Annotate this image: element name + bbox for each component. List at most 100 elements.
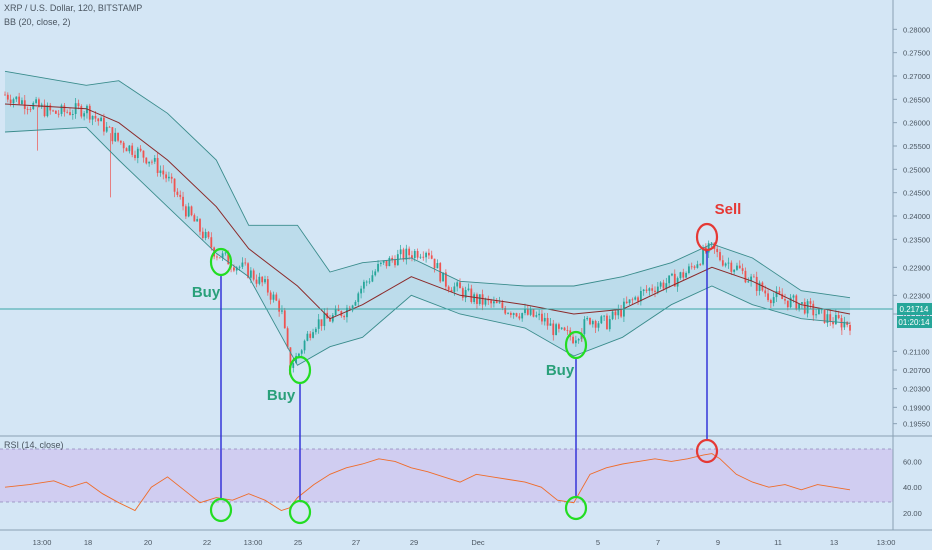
candle-body [583,319,586,335]
candle-body [136,148,139,159]
time-tick-label: 5 [596,538,600,547]
candle-body [394,259,396,266]
candle-body [818,309,820,315]
candle-body [767,293,769,301]
candle-body [758,282,761,291]
candle-body [738,265,741,269]
signal-marker-rsi [209,497,233,523]
candle-body [264,279,266,283]
candle-body [156,157,159,173]
candle-body [676,278,679,287]
candle-body [162,170,165,175]
price-tick-label: 0.19550 [903,420,930,429]
candle-body [637,297,639,302]
candle-body [812,303,815,316]
rsi-series-line [4,453,851,512]
signal-marker-rsi [695,438,719,464]
candle-body [656,286,659,292]
candle-body [111,127,114,142]
candle-body [764,290,767,294]
candle-body [716,248,719,253]
candle-body [63,105,66,112]
candle-body [809,301,812,304]
candle-body [481,294,484,305]
candle-body [594,321,597,328]
symbol-legend[interactable]: XRP / U.S. Dollar, 120, BITSTAMP [4,3,143,13]
rsi-legend[interactable]: RSI (14, close) [4,440,64,450]
candle-body [97,118,100,122]
candlestick-series[interactable] [4,91,851,375]
signal-marker-rsi [564,495,588,521]
candle-body [196,219,199,222]
price-tick-label: 0.22300 [903,291,930,300]
candle-body [515,313,518,317]
candle-body [490,300,492,304]
candle-body [337,308,340,312]
price-tick-label: 0.24000 [903,212,930,221]
time-tick-label: 11 [774,538,782,547]
candle-body [168,176,170,179]
candle-body [470,288,473,303]
candle-body [122,142,125,149]
candle-body [275,294,278,301]
candle-body [363,281,365,289]
price-tick-label: 0.19900 [903,403,930,412]
candle-body [244,262,247,264]
candle-body [707,243,710,253]
candle-body [566,330,569,332]
bb-legend[interactable]: BB (20, close, 2) [4,17,71,27]
buy-label: Buy [546,362,575,379]
candle-body [786,300,789,308]
candle-body [131,145,134,155]
candle-body [300,350,303,354]
price-axis[interactable]: 0.28000 0.27500 0.27000 0.26500 0.26000 0.255… [893,25,930,429]
candle-body [368,281,371,283]
countdown-value: 01:20:14 [898,318,930,327]
candle-body [789,297,792,308]
candle-body [176,191,179,195]
time-tick-label: 9 [716,538,720,547]
candle-body [620,309,622,317]
candle-body [832,321,834,325]
time-tick-label: 25 [294,538,302,547]
candle-body [532,309,535,317]
countdown-badge [897,316,932,328]
candle-body [682,272,685,278]
candle-body [399,249,402,255]
time-tick-label: 27 [352,538,360,547]
candle-body [18,96,21,105]
candle-body [100,117,102,122]
price-tick-label: 0.27000 [903,72,930,81]
candle-body [753,276,755,278]
candle-body [247,263,249,278]
candle-body [289,347,292,368]
price-tick-label: 0.26000 [903,119,930,128]
candle-body [710,242,713,244]
candle-body [524,308,526,314]
candle-body [467,288,470,291]
signal-marker-price [564,330,588,360]
rsi-axis[interactable]: 60.00 40.00 20.00 [903,457,922,518]
candle-body [696,264,699,268]
candle-body [266,279,269,293]
price-tick-label: 0.26500 [903,95,930,104]
time-axis[interactable]: 13:00 18 20 22 13:00 25 27 29 Dec 5 7 9 11 13 13:00 [33,538,896,547]
bollinger-band-lines [4,70,851,366]
candle-body [49,105,52,111]
candle-body [351,305,354,311]
candle-body [645,289,648,291]
candle-body [815,314,817,316]
candle-body [128,145,131,152]
candle-body [659,282,662,287]
candle-body [611,311,614,320]
candle-body [837,315,840,319]
candle-body [69,112,71,115]
candle-body [343,315,346,318]
candle-body [303,340,306,351]
current-price-badge [897,303,932,315]
candle-body [699,264,702,266]
candle-body [750,276,752,282]
candle-body [38,99,40,107]
candle-body [306,333,309,341]
